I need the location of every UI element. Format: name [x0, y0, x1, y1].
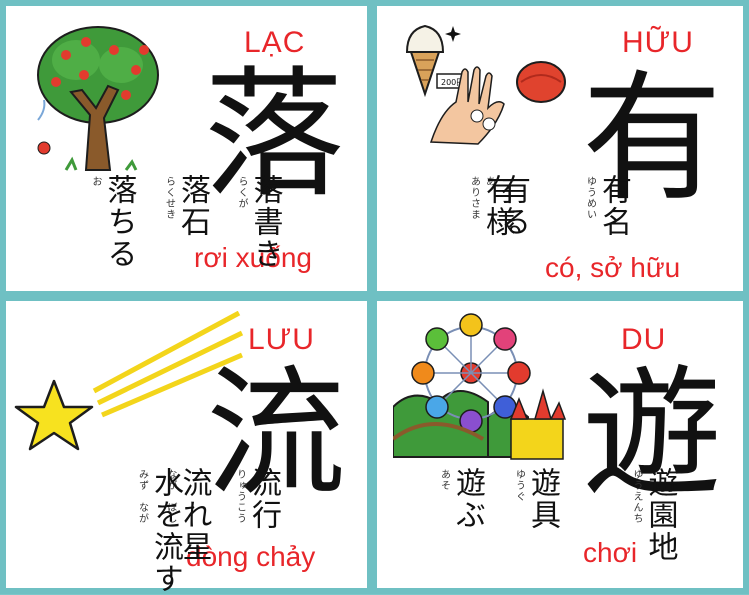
kanji-huu: 有	[582, 58, 723, 221]
vocab-word: 有様 ありさま	[389, 174, 516, 238]
meaning-luu: dòng chảy	[186, 541, 316, 572]
vocab-word-text: 水を流す	[148, 467, 183, 595]
meaning-du: chơi	[583, 537, 638, 568]
vocab-word: 落書き らくが	[140, 174, 283, 270]
vocab-word-text: 落ちる	[101, 174, 137, 270]
vocab-word: 流れ星 なが ぼし	[84, 467, 212, 563]
kanji-luu: 流	[206, 353, 347, 516]
kanji-card-huu: 200円 HỮU 有 có, sở hữu 有名 ゆうめい 有る あ 有様 あり…	[377, 6, 743, 291]
vocab-furigana: らくせき	[163, 176, 175, 220]
vocab-furigana: ゆうえんち	[631, 469, 642, 524]
amusement-park-icon	[393, 313, 567, 460]
reading-luu: LƯU	[248, 323, 315, 356]
kanji-card-du: DU 遊 chơi 遊園地 ゆうえんち 遊具 ゆうぐ 遊ぶ あそ	[377, 301, 743, 588]
vocab-word-text: 落書き	[247, 174, 283, 270]
vocab-word-text: 落石	[175, 174, 210, 238]
vocab-word: 遊園地 ゆうえんち	[505, 467, 678, 563]
vocab-word: 遊具 ゆうぐ	[449, 467, 561, 531]
vocab-word-text: 流行	[246, 467, 281, 531]
vocab-furigana: らくが	[236, 176, 247, 209]
kanji-lac: 落	[204, 54, 345, 217]
apple-tree-icon	[37, 26, 159, 171]
vocab-word: 落ちる お	[24, 174, 137, 270]
vocab-word-text: 有様	[480, 174, 515, 238]
vocab-word-text: 流れ星	[176, 467, 212, 563]
kanji-card-lac: LẠC 落 rơi xuống 落書き らくが 落石 らくせき 落ちる お	[6, 6, 367, 291]
reading-huu: HỮU	[622, 26, 694, 59]
vocab-word: 有る あ	[449, 174, 531, 238]
vocab-furigana: りゅうこう	[234, 469, 246, 524]
vocab-word-text: 有る	[495, 174, 530, 238]
vocab-furigana: あ	[483, 176, 495, 187]
vocab-furigana: ゆうぐ	[513, 469, 525, 502]
vocab-word: 落石 らくせき	[84, 174, 211, 238]
reading-du: DU	[621, 323, 667, 356]
meaning-huu: có, sở hữu	[545, 252, 681, 283]
ice-cream-purse-hand-icon: 200円	[405, 24, 566, 145]
vocab-word: 流行 りゅうこう	[140, 467, 282, 531]
vocab-word: 水を流す みず なが	[24, 467, 184, 595]
kanji-card-luu: LƯU 流 dòng chảy 流行 りゅうこう 流れ星 なが ぼし 水を流す …	[6, 301, 367, 595]
vocab-furigana: ゆうめい	[584, 176, 596, 220]
vocab-furigana: あそ	[438, 469, 450, 491]
reading-lac: LẠC	[244, 26, 306, 59]
vocab-word-text: 遊具	[525, 467, 560, 531]
price-tag-text: 200円	[441, 78, 464, 87]
vocab-furigana: なが ぼし	[165, 469, 176, 524]
vocab-word-text: 遊ぶ	[450, 467, 485, 531]
meaning-lac: rơi xuống	[194, 242, 312, 273]
vocab-furigana: お	[90, 176, 101, 187]
vocab-word-text: 有名	[596, 174, 631, 238]
vocab-furigana: ありさま	[468, 176, 480, 220]
vocab-word: 有名 ゆうめい	[505, 174, 632, 238]
vocab-word: 遊ぶ あそ	[389, 467, 486, 531]
vocab-furigana: みず なが	[136, 469, 148, 524]
kanji-du: 遊	[582, 353, 723, 516]
shooting-star-icon	[14, 311, 244, 451]
vocab-word-text: 遊園地	[642, 467, 678, 563]
